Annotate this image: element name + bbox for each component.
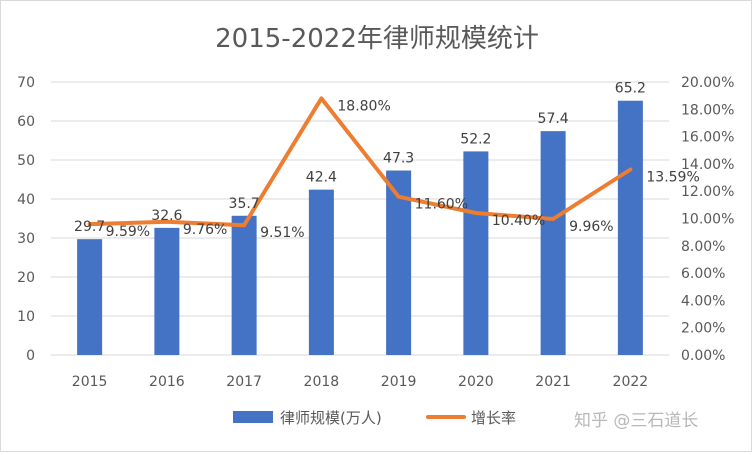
line-series	[87, 96, 633, 228]
right-axis: 0.00% 2.00% 4.00% 6.00% 8.00% 10.00% 12.00% 14.…	[681, 75, 734, 364]
x-axis: 2015 2016 2017 2018 2019 2020 2021 2022	[72, 374, 648, 390]
y-tick-label: 30	[17, 231, 35, 247]
x-tick-label: 2021	[535, 374, 571, 390]
x-tick-label: 2022	[613, 374, 649, 390]
watermark: 知乎 @三石道长	[574, 411, 698, 431]
y-tick-label: 20	[17, 270, 35, 286]
chart-title: 2015-2022年律师规模统计	[215, 24, 539, 54]
bar-value-label: 29.7	[74, 219, 105, 235]
legend-swatch-bars	[233, 411, 273, 423]
legend-label-line: 增长率	[471, 409, 516, 427]
x-tick-label: 2018	[304, 374, 340, 390]
growth-value-label: 13.59%	[646, 169, 699, 185]
growth-value-label: 9.59%	[106, 224, 150, 240]
growth-value-label: 18.80%	[337, 98, 390, 114]
y-tick-label: 0	[26, 348, 35, 364]
gridlines	[51, 81, 669, 356]
x-tick-label: 2020	[458, 374, 494, 390]
bar-value-label: 42.4	[306, 170, 337, 186]
y2-tick-label: 18.00%	[681, 102, 734, 118]
bar-value-label: 65.2	[615, 81, 646, 97]
x-tick-label: 2019	[381, 374, 417, 390]
y2-tick-label: 10.00%	[681, 212, 734, 228]
bar	[231, 215, 257, 355]
bar-value-label: 35.7	[229, 196, 260, 212]
bar	[308, 189, 334, 355]
data-labels: 29.7 32.6 35.7 42.4 47.3 52.2 57.4 65.2 9.59% 9.7…	[74, 81, 700, 241]
y2-tick-label: 12.00%	[681, 184, 734, 200]
growth-value-label: 9.96%	[569, 219, 613, 235]
y2-tick-label: 20.00%	[681, 75, 734, 91]
line-point	[319, 96, 323, 100]
legend: 律师规模(万人) 增长率	[233, 409, 516, 427]
x-tick-label: 2017	[226, 374, 262, 390]
y2-tick-label: 2.00%	[681, 321, 725, 337]
y2-tick-label: 16.00%	[681, 130, 734, 146]
bar	[154, 227, 180, 355]
x-tick-label: 2016	[149, 374, 185, 390]
growth-line	[87, 96, 633, 228]
y2-tick-label: 14.00%	[681, 157, 734, 173]
y-tick-label: 40	[17, 192, 35, 208]
y2-tick-label: 6.00%	[681, 266, 725, 282]
bar-value-label: 47.3	[383, 151, 414, 167]
y-tick-label: 70	[17, 75, 35, 91]
line-point	[88, 222, 92, 226]
bar-value-label: 32.6	[151, 208, 182, 224]
bar	[617, 100, 643, 355]
growth-value-label: 10.40%	[492, 213, 545, 229]
line-point	[628, 167, 632, 171]
y-tick-label: 10	[17, 309, 35, 325]
y2-tick-label: 8.00%	[681, 239, 725, 255]
bar	[540, 131, 566, 355]
line-point	[242, 223, 246, 227]
legend-label-bars: 律师规模(万人)	[280, 409, 382, 427]
line-point	[474, 211, 478, 215]
growth-value-label: 9.76%	[183, 222, 227, 238]
left-axis: 0 10 20 30 40 50 60 70	[17, 75, 35, 364]
line-point	[397, 195, 401, 199]
y-tick-label: 60	[17, 114, 35, 130]
y2-tick-label: 4.00%	[681, 293, 725, 309]
growth-value-label: 11.60%	[415, 197, 468, 213]
growth-value-label: 9.51%	[260, 225, 304, 241]
y2-tick-label: 0.00%	[681, 348, 725, 364]
bar-series	[77, 100, 643, 355]
y-tick-label: 50	[17, 153, 35, 169]
bar	[77, 239, 103, 355]
x-tick-label: 2015	[72, 374, 108, 390]
bar	[386, 170, 412, 355]
line-point	[165, 220, 169, 224]
bar-value-label: 57.4	[538, 111, 569, 127]
bar-value-label: 52.2	[460, 131, 491, 147]
bar	[463, 151, 489, 355]
line-point	[551, 217, 555, 221]
